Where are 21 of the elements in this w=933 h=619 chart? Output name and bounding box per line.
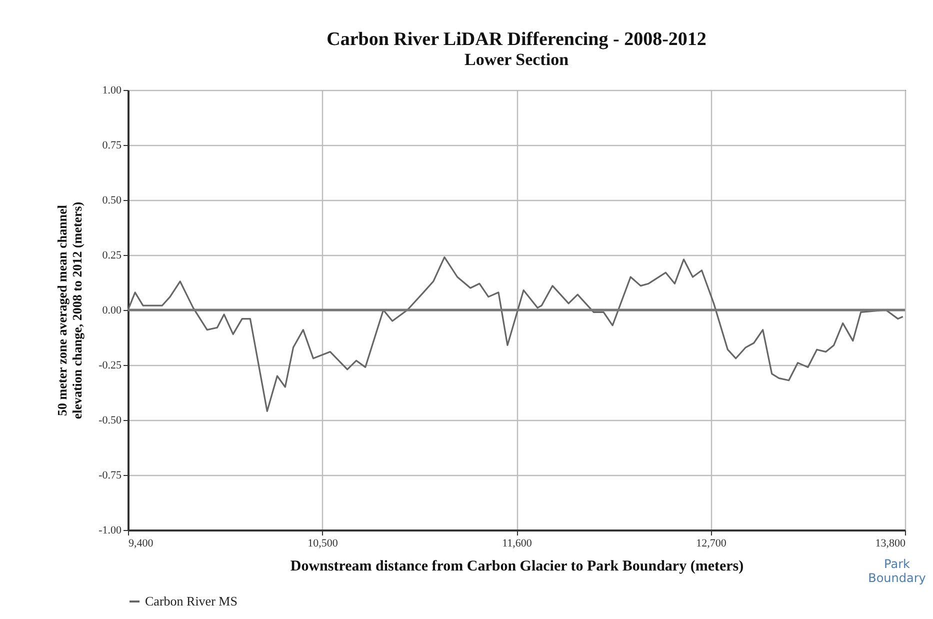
y-tick-label: -1.00 xyxy=(98,524,122,536)
x-tick-label: 12,700 xyxy=(696,538,727,550)
x-tick-label: 11,600 xyxy=(502,538,532,550)
y-tick-label: 0.50 xyxy=(102,194,122,206)
x-tick-label: 13,800 xyxy=(875,538,906,550)
y-tick-label: -0.25 xyxy=(98,360,122,372)
y-tick-label: 0.75 xyxy=(102,140,122,152)
y-tick-label: 1.00 xyxy=(102,84,122,96)
chart-title: Carbon River LiDAR Differencing - 2008-2012 xyxy=(326,29,706,50)
y-tick-label: -0.75 xyxy=(98,470,122,482)
x-tick-label: 10,500 xyxy=(308,538,338,550)
x-axis-title: Downstream distance from Carbon Glacier to Park Boundary (meters) xyxy=(290,558,744,574)
y-tick-label: 0.25 xyxy=(102,250,122,262)
y-axis-title: 50 meter zone averaged mean channel elevation change, 2008 to 2012 (meters) xyxy=(54,202,85,420)
y-tick-label: -0.50 xyxy=(98,414,122,426)
chart-subtitle: Lower Section xyxy=(464,50,570,69)
legend-label: Carbon River MS xyxy=(145,594,238,608)
x-tick-label: 9,400 xyxy=(128,538,154,550)
text: Park Boundary xyxy=(867,557,927,585)
line-series xyxy=(127,256,904,412)
y-tick-label: 0.00 xyxy=(102,304,122,316)
